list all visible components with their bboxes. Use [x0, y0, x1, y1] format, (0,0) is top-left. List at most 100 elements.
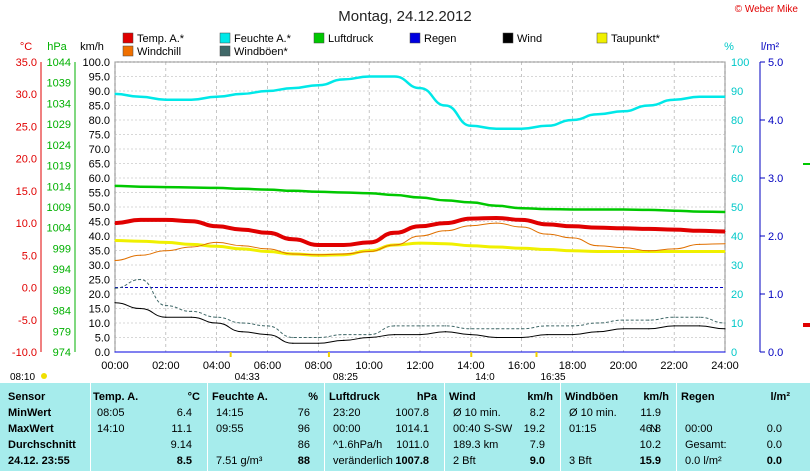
x-tick-label: 14:00	[457, 360, 485, 372]
temp-tick-label: 10.0	[16, 218, 37, 230]
data-point	[394, 325, 396, 327]
wind-tick-label: 65.0	[89, 159, 110, 171]
temp-tick-label: 15.0	[16, 186, 37, 198]
sun-icon	[41, 373, 47, 379]
data-point	[546, 248, 548, 251]
temp-unit-label: °C	[20, 41, 32, 53]
pressure-tick-label: 994	[53, 264, 71, 276]
data-point	[165, 305, 167, 307]
table-cell-label: 00:00	[685, 423, 713, 435]
data-point	[139, 186, 141, 188]
pressure-unit-label: hPa	[47, 41, 67, 53]
wind-tick-label: 0.0	[95, 347, 110, 359]
data-point	[266, 248, 269, 250]
table-header: Feuchte A.	[212, 391, 268, 403]
data-point	[317, 244, 319, 246]
data-point	[571, 119, 574, 121]
pressure-tick-label: 1009	[47, 202, 71, 214]
pressure-tick-label: 974	[53, 347, 71, 359]
table-cell-value: 9.14	[170, 439, 192, 451]
data-point	[419, 225, 421, 227]
table-cell-label: 23:20	[333, 407, 361, 419]
data-point	[266, 250, 269, 253]
legend-label: Wind	[517, 33, 542, 45]
data-point	[470, 225, 472, 227]
table-cell-label: N	[650, 423, 658, 435]
data-point	[292, 342, 294, 344]
data-point	[114, 185, 116, 187]
data-point	[317, 254, 319, 256]
data-point	[648, 250, 650, 252]
temp-tick-label: 20.0	[16, 154, 37, 166]
data-point	[673, 210, 675, 212]
data-point	[648, 319, 650, 321]
x-tick-label: 04:00	[203, 360, 231, 372]
data-point	[241, 229, 243, 231]
data-point	[368, 241, 370, 243]
table-cell-value: 1007.8	[395, 407, 429, 419]
data-point	[343, 244, 345, 246]
data-point	[419, 325, 421, 327]
data-point	[165, 250, 167, 252]
data-point	[165, 241, 167, 243]
data-point	[317, 191, 319, 193]
data-point	[114, 287, 116, 289]
wind-tick-label: 70.0	[89, 144, 110, 156]
data-point	[190, 243, 192, 245]
legend-label: Luftdruck	[328, 33, 374, 45]
wind-tick-label: 90.0	[89, 86, 110, 98]
data-point	[699, 96, 701, 98]
table-divider	[444, 383, 445, 471]
table-cell-value: 11.1	[171, 423, 192, 435]
data-point	[368, 250, 370, 253]
data-point	[114, 93, 116, 95]
table-header-unit: km/h	[643, 391, 669, 403]
legend-swatch	[596, 32, 608, 44]
data-point	[368, 336, 370, 339]
pressure-tick-label: 1029	[47, 119, 71, 131]
data-point	[394, 194, 396, 196]
table-header-unit: l/m²	[770, 391, 790, 403]
wind-tick-label: 75.0	[89, 130, 110, 142]
table-cell-value: 1011.0	[396, 439, 429, 451]
data-point	[495, 128, 497, 130]
data-point	[114, 351, 116, 353]
sun-event-label: 04:33	[235, 372, 260, 383]
data-point	[622, 110, 624, 112]
humidity-tick-label: 90	[731, 86, 743, 98]
data-point	[571, 334, 574, 336]
data-point	[292, 336, 294, 339]
data-point	[343, 339, 345, 341]
data-point	[622, 328, 624, 330]
table-cell-value: 8.5	[176, 455, 192, 467]
summary-table: Sensor Temp. A. °C Feuchte A.% Luftdruck hPa W…	[0, 383, 810, 471]
rain-tick-label: 5.0	[768, 57, 783, 69]
rain-tick-label: 2.0	[768, 231, 783, 243]
wind-tick-label: 15.0	[89, 304, 110, 316]
x-tick-label: 06:00	[254, 360, 282, 372]
data-point	[190, 186, 192, 189]
data-point	[444, 104, 446, 107]
table-header: Luftdruck	[329, 391, 380, 403]
data-point	[444, 331, 446, 333]
temp-tick-label: 5.0	[22, 250, 37, 262]
data-point	[444, 222, 446, 224]
table-cell-value: 86	[297, 439, 310, 451]
data-point	[394, 75, 396, 78]
temp-tick-label: -10.0	[12, 347, 37, 359]
data-point	[139, 219, 141, 221]
table-cell-value: 19.2	[523, 423, 545, 435]
temp-tick-label: 0.0	[22, 283, 37, 295]
data-point	[724, 96, 726, 98]
data-point	[673, 99, 675, 101]
data-point	[571, 225, 574, 227]
data-point	[724, 211, 726, 213]
humidity-tick-label: 40	[731, 231, 743, 243]
chart-title: Montag, 24.12.2012	[338, 8, 471, 25]
data-point	[241, 248, 243, 250]
wind-tick-label: 35.0	[89, 246, 110, 258]
data-point	[317, 84, 319, 86]
wind-tick-label: 100.0	[82, 57, 110, 69]
data-point	[699, 316, 701, 318]
data-point	[495, 336, 497, 339]
